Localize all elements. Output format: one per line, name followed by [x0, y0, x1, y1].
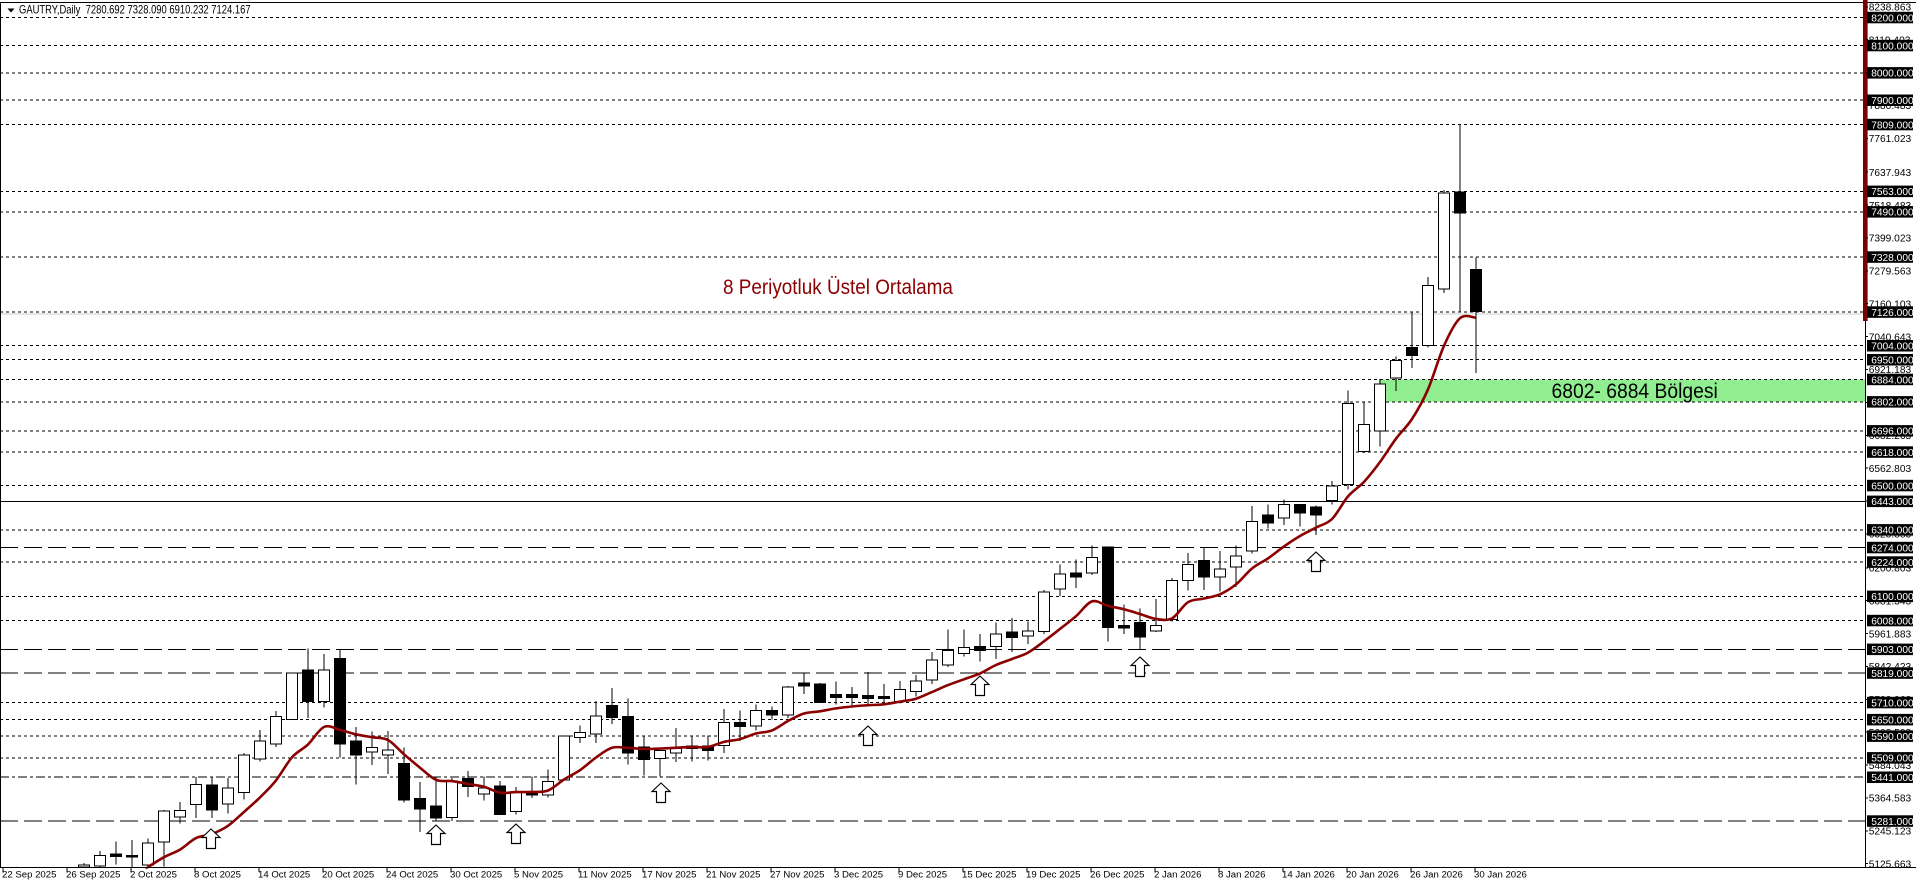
svg-text:8000.000: 8000.000 [1871, 69, 1914, 80]
svg-text:5590.000: 5590.000 [1871, 732, 1914, 743]
svg-text:2 Oct 2025: 2 Oct 2025 [130, 870, 177, 881]
svg-text:6274.000: 6274.000 [1871, 543, 1914, 554]
svg-text:20 Jan 2026: 20 Jan 2026 [1346, 870, 1399, 881]
svg-text:11 Nov 2025: 11 Nov 2025 [578, 870, 632, 881]
svg-text:6802.000: 6802.000 [1871, 398, 1914, 409]
svg-text:6618.000: 6618.000 [1871, 448, 1914, 459]
svg-text:9 Dec 2025: 9 Dec 2025 [898, 870, 947, 881]
svg-text:21 Nov 2025: 21 Nov 2025 [706, 870, 760, 881]
svg-text:6802- 6884 Bölgesi: 6802- 6884 Bölgesi [1552, 380, 1718, 403]
svg-text:15 Dec 2025: 15 Dec 2025 [962, 870, 1016, 881]
svg-text:5281.000: 5281.000 [1871, 817, 1914, 828]
svg-text:7900.000: 7900.000 [1871, 96, 1914, 107]
svg-text:8 Jan 2026: 8 Jan 2026 [1218, 870, 1265, 881]
svg-text:7160.103: 7160.103 [1869, 299, 1912, 310]
svg-text:7563.000: 7563.000 [1871, 187, 1914, 198]
svg-text:22 Sep 2025: 22 Sep 2025 [2, 870, 56, 881]
svg-text:7490.000: 7490.000 [1871, 208, 1914, 219]
svg-text:5 Nov 2025: 5 Nov 2025 [514, 870, 563, 881]
svg-text:14 Jan 2026: 14 Jan 2026 [1282, 870, 1335, 881]
svg-text:8 Periyotluk Üstel Ortalama: 8 Periyotluk Üstel Ortalama [723, 276, 954, 299]
svg-text:27 Nov 2025: 27 Nov 2025 [770, 870, 824, 881]
svg-text:6224.000: 6224.000 [1871, 558, 1914, 569]
svg-text:5509.000: 5509.000 [1871, 754, 1914, 765]
svg-text:3 Dec 2025: 3 Dec 2025 [834, 870, 883, 881]
svg-text:7004.000: 7004.000 [1871, 342, 1914, 353]
svg-text:GAUTRY,Daily 7280.692 7328.09: GAUTRY,Daily 7280.692 7328.090 6910.232 … [19, 4, 251, 17]
svg-text:8100.000: 8100.000 [1871, 41, 1914, 52]
svg-text:5364.583: 5364.583 [1869, 794, 1912, 805]
svg-text:7040.643: 7040.643 [1869, 332, 1912, 343]
svg-text:7126.000: 7126.000 [1871, 308, 1914, 319]
svg-text:5650.000: 5650.000 [1871, 716, 1914, 727]
svg-text:5441.000: 5441.000 [1871, 773, 1914, 784]
svg-text:5245.123: 5245.123 [1869, 827, 1912, 838]
svg-text:6950.000: 6950.000 [1871, 356, 1914, 367]
svg-text:2 Jan 2026: 2 Jan 2026 [1154, 870, 1201, 881]
svg-text:7809.000: 7809.000 [1871, 120, 1914, 131]
svg-text:8238.863: 8238.863 [1869, 3, 1912, 14]
svg-text:14 Oct 2025: 14 Oct 2025 [258, 870, 310, 881]
svg-text:6696.000: 6696.000 [1871, 427, 1914, 438]
svg-text:5484.043: 5484.043 [1869, 761, 1912, 772]
svg-text:7880.483: 7880.483 [1869, 101, 1912, 112]
svg-text:19 Dec 2025: 19 Dec 2025 [1026, 870, 1080, 881]
svg-text:6100.000: 6100.000 [1871, 592, 1914, 603]
svg-text:5125.663: 5125.663 [1869, 859, 1912, 870]
svg-text:6200.803: 6200.803 [1869, 564, 1912, 575]
svg-text:30 Jan 2026: 30 Jan 2026 [1474, 870, 1527, 881]
svg-text:6443.000: 6443.000 [1871, 497, 1914, 508]
svg-text:7279.563: 7279.563 [1869, 267, 1912, 278]
svg-text:6340.000: 6340.000 [1871, 526, 1914, 537]
svg-text:8 Oct 2025: 8 Oct 2025 [194, 870, 241, 881]
svg-text:5961.883: 5961.883 [1869, 629, 1912, 640]
svg-text:6562.803: 6562.803 [1869, 464, 1912, 475]
svg-text:17 Nov 2025: 17 Nov 2025 [642, 870, 696, 881]
svg-text:7328.000: 7328.000 [1871, 253, 1914, 264]
svg-text:30 Oct 2025: 30 Oct 2025 [450, 870, 502, 881]
svg-text:6921.183: 6921.183 [1869, 365, 1912, 376]
svg-text:24 Oct 2025: 24 Oct 2025 [386, 870, 438, 881]
svg-text:26 Sep 2025: 26 Sep 2025 [66, 870, 120, 881]
svg-text:8200.000: 8200.000 [1871, 13, 1914, 24]
svg-text:6500.000: 6500.000 [1871, 481, 1914, 492]
svg-text:20 Oct 2025: 20 Oct 2025 [322, 870, 374, 881]
svg-text:7761.023: 7761.023 [1869, 134, 1912, 145]
svg-text:5903.000: 5903.000 [1871, 645, 1914, 656]
svg-text:26 Jan 2026: 26 Jan 2026 [1410, 870, 1463, 881]
svg-text:6008.000: 6008.000 [1871, 616, 1914, 627]
svg-text:5819.000: 5819.000 [1871, 669, 1914, 680]
svg-text:7637.943: 7637.943 [1869, 168, 1912, 179]
svg-text:5710.000: 5710.000 [1871, 698, 1914, 709]
svg-text:6884.000: 6884.000 [1871, 375, 1914, 386]
svg-text:26 Dec 2025: 26 Dec 2025 [1090, 870, 1144, 881]
svg-text:7399.023: 7399.023 [1869, 234, 1912, 245]
